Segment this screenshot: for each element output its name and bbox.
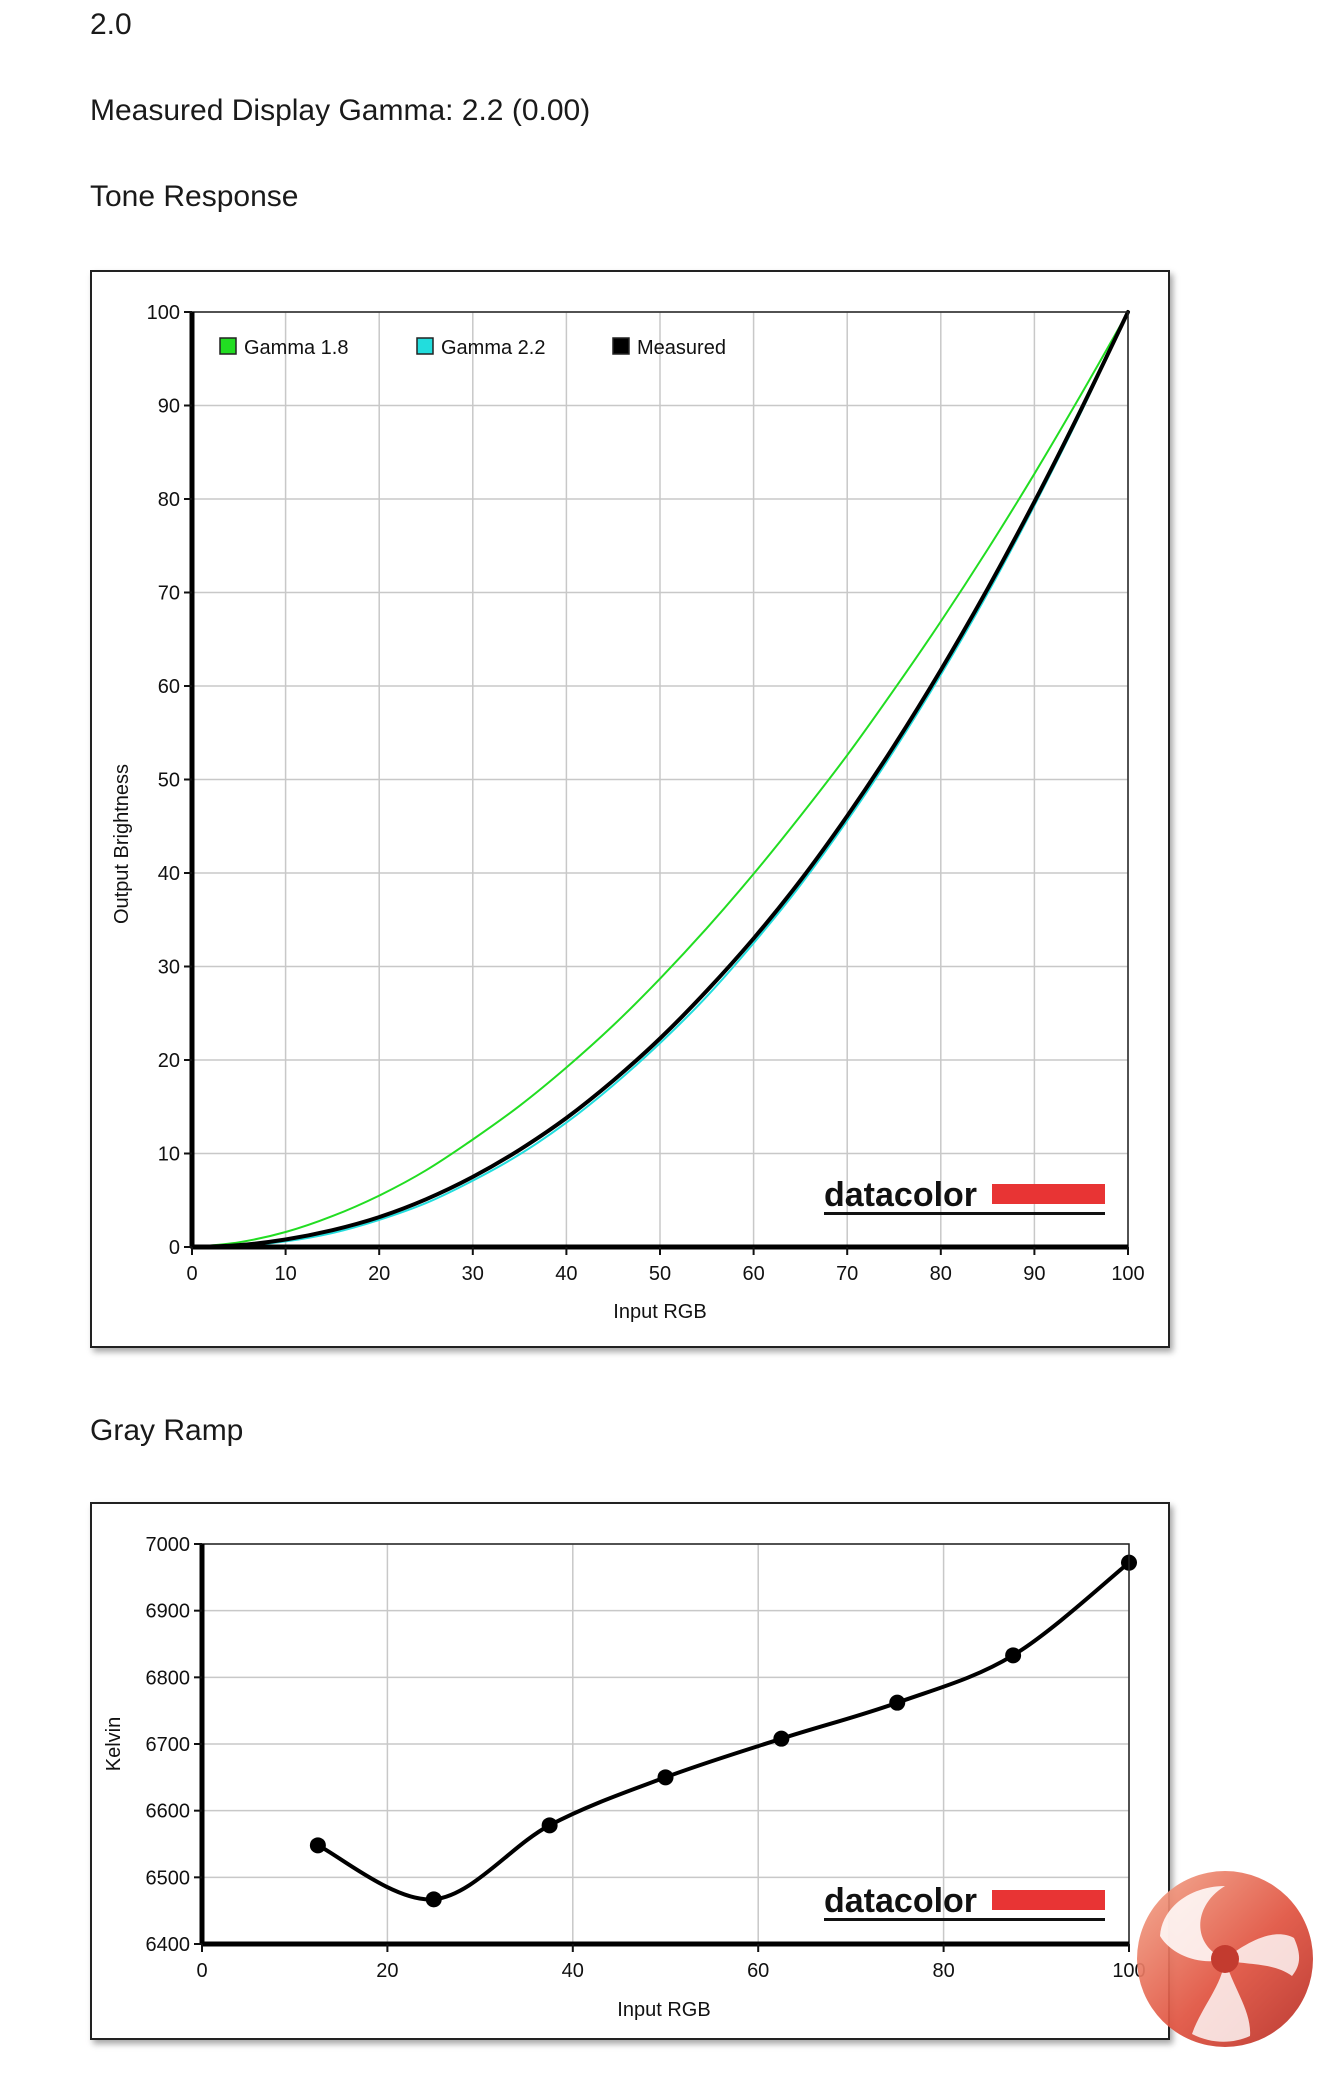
x-axis-label: Input RGB <box>617 1999 710 2021</box>
tick-label-y: 80 <box>158 489 180 511</box>
tick-label-y: 7000 <box>146 1534 191 1556</box>
datacolor-underline <box>824 1212 1105 1215</box>
tick-label-x: 10 <box>274 1263 296 1285</box>
tick-label-x: 30 <box>462 1263 484 1285</box>
tone-response-panel: 0 10 20 30 40 50 60 70 80 90 100 0 10 20 30 40 50 60 70 80 9… <box>90 270 1170 1348</box>
tick-label-x: 0 <box>186 1263 197 1285</box>
tick-label-x: 80 <box>932 1960 954 1982</box>
legend-swatch <box>219 337 237 355</box>
data-point <box>309 1837 326 1854</box>
legend-label: Gamma 1.8 <box>244 337 348 359</box>
tick-label-y: 6700 <box>146 1734 191 1756</box>
datacolor-red-bar <box>992 1890 1105 1910</box>
tick-label-y: 0 <box>169 1237 180 1259</box>
tick-label-y: 100 <box>147 302 180 324</box>
tick-label-y: 40 <box>158 863 180 885</box>
tick-label-x: 40 <box>555 1263 577 1285</box>
tick-label-y: 6500 <box>146 1867 191 1889</box>
gray-ramp-panel: 0 20 40 60 80 100 6400 6500 6600 6700 6800 6900 7000… <box>90 1502 1170 2040</box>
tick-label-x: 90 <box>1023 1263 1045 1285</box>
datacolor-wordmark: datacolor <box>824 1882 977 1920</box>
legend-swatch <box>612 337 630 355</box>
tick-label-x: 40 <box>562 1960 584 1982</box>
tick-label-y: 60 <box>158 676 180 698</box>
data-point <box>773 1730 790 1747</box>
tick-label-y: 90 <box>158 396 180 418</box>
tick-label-y: 6600 <box>146 1801 191 1823</box>
gamma-target-value: 2.0 <box>90 8 132 41</box>
tick-label-x: 20 <box>376 1960 398 1982</box>
series-line-gamma-1-8 <box>191 311 1129 1248</box>
y-axis-label: Kelvin <box>103 1717 125 1771</box>
data-point <box>889 1694 906 1711</box>
data-point <box>541 1817 558 1834</box>
datacolor-underline <box>824 1918 1105 1921</box>
tick-label-x: 70 <box>836 1263 858 1285</box>
legend-label: Measured <box>637 337 726 359</box>
tick-label-x: 80 <box>930 1263 952 1285</box>
tick-label-x: 100 <box>1111 1263 1144 1285</box>
tick-label-x: 60 <box>747 1960 769 1982</box>
tick-label-x: 20 <box>368 1263 390 1285</box>
tick-label-y: 30 <box>158 957 180 979</box>
tick-label-y: 6900 <box>146 1601 191 1623</box>
tick-label-x: 60 <box>742 1263 764 1285</box>
gray-ramp-heading: Gray Ramp <box>90 1414 244 1447</box>
series-line-measured <box>190 310 1130 1249</box>
measured-gamma-text: Measured Display Gamma: 2.2 (0.00) <box>90 94 591 127</box>
tick-label-x: 0 <box>196 1960 207 1982</box>
x-axis-label: Input RGB <box>613 1301 706 1323</box>
datacolor-red-bar <box>992 1184 1105 1204</box>
legend-swatch <box>416 337 434 355</box>
datacolor-wordmark: datacolor <box>824 1176 977 1214</box>
gray-ramp-chart: 0 20 40 60 80 1006400650066006700680069007000… <box>103 1534 1146 2021</box>
tone-response-heading: Tone Response <box>90 180 299 213</box>
tick-label-y: 10 <box>158 1144 180 1166</box>
tick-label-x: 50 <box>649 1263 671 1285</box>
data-point <box>1005 1647 1022 1664</box>
data-point <box>425 1891 442 1908</box>
tick-label-y: 50 <box>158 770 180 792</box>
series-line-gamma-2-2 <box>191 311 1129 1248</box>
tick-label-y: 6800 <box>146 1667 191 1689</box>
datacolor-logo: datacolor <box>824 1176 1105 1215</box>
tick-label-y: 70 <box>158 583 180 605</box>
tick-label-y: 6400 <box>146 1934 191 1956</box>
site-logo <box>1137 1871 1313 2047</box>
datacolor-logo: datacolor <box>824 1882 1105 1921</box>
legend-label: Gamma 2.2 <box>441 337 545 359</box>
tone-response-chart: 0 10 20 30 40 50 60 70 80 90 100 0 10 20 30 40 50 60 70 80 9… <box>111 302 1145 1323</box>
tick-label-y: 20 <box>158 1050 180 1072</box>
y-axis-label: Output Brightness <box>111 764 133 924</box>
data-point <box>657 1769 674 1786</box>
